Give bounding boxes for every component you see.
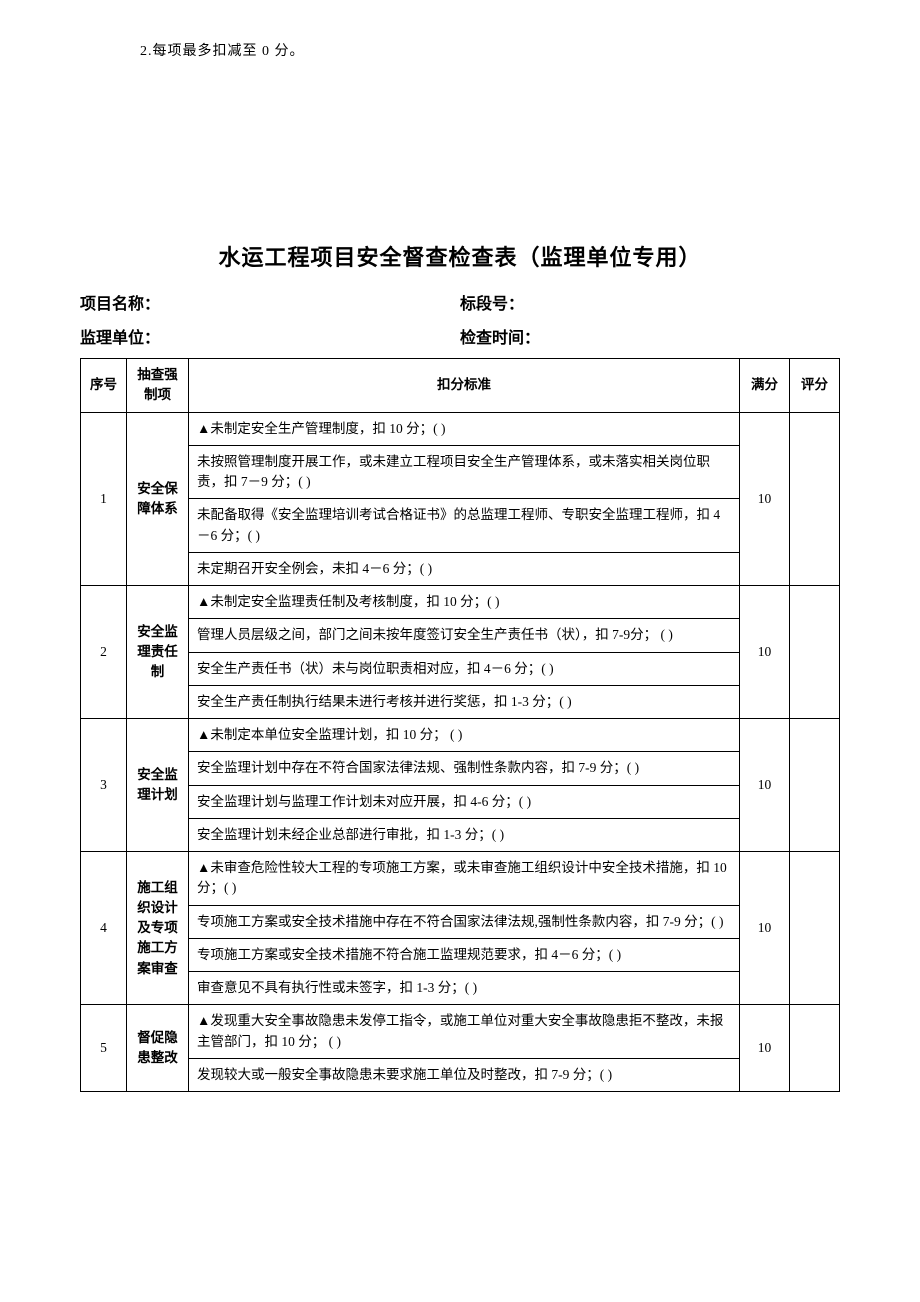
table-row: 5督促隐患整改▲发现重大安全事故隐患未发停工指令，或施工单位对重大安全事故隐患拒… [81,1005,840,1059]
table-row: 安全生产责任书（状）未与岗位职责相对应，扣 4－6 分；( ) [81,652,840,685]
cell-criteria: 安全监理计划与监理工作计划未对应开展，扣 4-6 分；( ) [189,785,740,818]
cell-category: 施工组织设计及专项施工方案审查 [127,852,189,1005]
header-fullscore: 满分 [740,359,790,413]
header-criteria: 扣分标准 [189,359,740,413]
cell-seq: 4 [81,852,127,1005]
table-body: 1安全保障体系▲未制定安全生产管理制度，扣 10 分；( )10未按照管理制度开… [81,412,840,1092]
table-row: 安全监理计划与监理工作计划未对应开展，扣 4-6 分；( ) [81,785,840,818]
table-row: 4施工组织设计及专项施工方案审查▲未审查危险性较大工程的专项施工方案，或未审查施… [81,852,840,906]
cell-criteria: ▲未制定本单位安全监理计划，扣 10 分； ( ) [189,719,740,752]
cell-score [790,586,840,719]
cell-score [790,412,840,586]
cell-criteria: ▲未制定安全监理责任制及考核制度，扣 10 分；( ) [189,586,740,619]
time-label: 检查时间： [460,324,840,348]
note-text: 2.每项最多扣减至 0 分。 [140,40,840,60]
cell-category: 安全监理计划 [127,719,189,852]
unit-label: 监理单位： [80,324,460,348]
section-label: 标段号： [460,290,840,314]
table-row: 专项施工方案或安全技术措施中存在不符合国家法律法规,强制性条款内容，扣 7-9 … [81,905,840,938]
cell-category: 督促隐患整改 [127,1005,189,1092]
cell-score [790,852,840,1005]
table-row: 2安全监理责任制▲未制定安全监理责任制及考核制度，扣 10 分；( )10 [81,586,840,619]
table-row: 安全生产责任制执行结果未进行考核并进行奖惩，扣 1-3 分；( ) [81,685,840,718]
cell-criteria: ▲未制定安全生产管理制度，扣 10 分；( ) [189,412,740,445]
table-row: 未定期召开安全例会，未扣 4－6 分；( ) [81,552,840,585]
meta-row-2: 监理单位： 检查时间： [80,324,840,348]
cell-seq: 2 [81,586,127,719]
inspection-table: 序号 抽查强制项 扣分标准 满分 评分 1安全保障体系▲未制定安全生产管理制度，… [80,358,840,1092]
cell-criteria: 安全生产责任书（状）未与岗位职责相对应，扣 4－6 分；( ) [189,652,740,685]
table-row: 1安全保障体系▲未制定安全生产管理制度，扣 10 分；( )10 [81,412,840,445]
cell-criteria: 审查意见不具有执行性或未签字，扣 1-3 分；( ) [189,972,740,1005]
cell-criteria: ▲未审查危险性较大工程的专项施工方案，或未审查施工组织设计中安全技术措施，扣 1… [189,852,740,906]
cell-seq: 1 [81,412,127,586]
cell-criteria: 未定期召开安全例会，未扣 4－6 分；( ) [189,552,740,585]
table-row: 审查意见不具有执行性或未签字，扣 1-3 分；( ) [81,972,840,1005]
project-label: 项目名称： [80,290,460,314]
header-seq: 序号 [81,359,127,413]
table-row: 安全监理计划未经企业总部进行审批，扣 1-3 分；( ) [81,818,840,851]
table-row: 发现较大或一般安全事故隐患未要求施工单位及时整改，扣 7-9 分；( ) [81,1058,840,1091]
cell-criteria: 专项施工方案或安全技术措施不符合施工监理规范要求，扣 4－6 分；( ) [189,938,740,971]
cell-fullscore: 10 [740,412,790,586]
table-row: 未按照管理制度开展工作，或未建立工程项目安全生产管理体系，或未落实相关岗位职责，… [81,445,840,499]
cell-fullscore: 10 [740,1005,790,1092]
cell-score [790,1005,840,1092]
table-row: 3安全监理计划▲未制定本单位安全监理计划，扣 10 分； ( )10 [81,719,840,752]
cell-category: 安全监理责任制 [127,586,189,719]
cell-seq: 5 [81,1005,127,1092]
cell-criteria: 发现较大或一般安全事故隐患未要求施工单位及时整改，扣 7-9 分；( ) [189,1058,740,1091]
header-score: 评分 [790,359,840,413]
meta-row-1: 项目名称： 标段号： [80,290,840,314]
cell-seq: 3 [81,719,127,852]
cell-fullscore: 10 [740,719,790,852]
cell-fullscore: 10 [740,586,790,719]
cell-criteria: 专项施工方案或安全技术措施中存在不符合国家法律法规,强制性条款内容，扣 7-9 … [189,905,740,938]
cell-fullscore: 10 [740,852,790,1005]
table-row: 专项施工方案或安全技术措施不符合施工监理规范要求，扣 4－6 分；( ) [81,938,840,971]
table-row: 安全监理计划中存在不符合国家法律法规、强制性条款内容，扣 7-9 分；( ) [81,752,840,785]
cell-criteria: 安全监理计划未经企业总部进行审批，扣 1-3 分；( ) [189,818,740,851]
cell-criteria: 管理人员层级之间，部门之间未按年度签订安全生产责任书（状），扣 7-9分； ( … [189,619,740,652]
cell-category: 安全保障体系 [127,412,189,586]
header-category: 抽查强制项 [127,359,189,413]
cell-criteria: 安全生产责任制执行结果未进行考核并进行奖惩，扣 1-3 分；( ) [189,685,740,718]
cell-criteria: 未配备取得《安全监理培训考试合格证书》的总监理工程师、专职安全监理工程师，扣 4… [189,499,740,553]
cell-score [790,719,840,852]
cell-criteria: ▲发现重大安全事故隐患未发停工指令，或施工单位对重大安全事故隐患拒不整改，未报主… [189,1005,740,1059]
cell-criteria: 未按照管理制度开展工作，或未建立工程项目安全生产管理体系，或未落实相关岗位职责，… [189,445,740,499]
table-header-row: 序号 抽查强制项 扣分标准 满分 评分 [81,359,840,413]
page-title: 水运工程项目安全督查检查表（监理单位专用） [80,240,840,272]
table-row: 管理人员层级之间，部门之间未按年度签订安全生产责任书（状），扣 7-9分； ( … [81,619,840,652]
table-row: 未配备取得《安全监理培训考试合格证书》的总监理工程师、专职安全监理工程师，扣 4… [81,499,840,553]
cell-criteria: 安全监理计划中存在不符合国家法律法规、强制性条款内容，扣 7-9 分；( ) [189,752,740,785]
